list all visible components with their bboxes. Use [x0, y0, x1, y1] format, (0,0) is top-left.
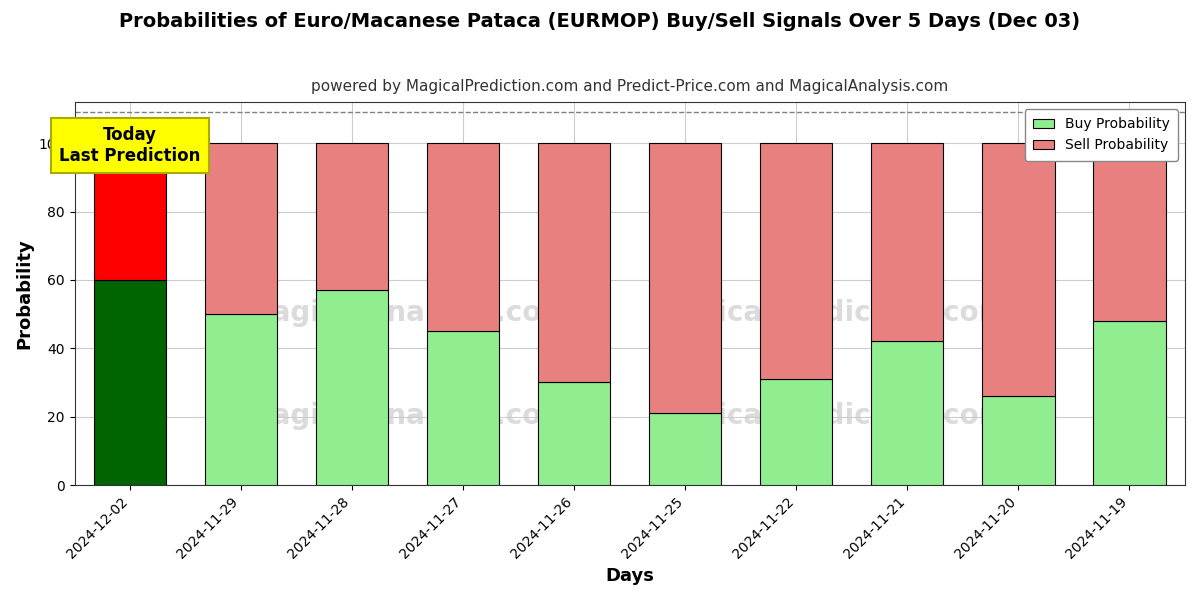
- Title: powered by MagicalPrediction.com and Predict-Price.com and MagicalAnalysis.com: powered by MagicalPrediction.com and Pre…: [311, 79, 948, 94]
- Bar: [1093, 143, 1165, 321]
- Bar: [761, 379, 833, 485]
- Bar: [94, 143, 167, 280]
- Text: Today
Last Prediction: Today Last Prediction: [60, 126, 200, 165]
- Text: MagicalAnalysis.com: MagicalAnalysis.com: [245, 402, 571, 430]
- Bar: [205, 143, 277, 314]
- Bar: [983, 396, 1055, 485]
- Legend: Buy Probability, Sell Probability: Buy Probability, Sell Probability: [1025, 109, 1178, 161]
- Bar: [539, 143, 611, 382]
- Bar: [871, 143, 943, 341]
- Bar: [316, 143, 389, 290]
- Bar: [1093, 321, 1165, 485]
- Text: MagicalAnalysis.com: MagicalAnalysis.com: [245, 299, 571, 327]
- Bar: [94, 280, 167, 485]
- Text: MagicalPrediction.com: MagicalPrediction.com: [652, 299, 1008, 327]
- Bar: [427, 331, 499, 485]
- Text: Probabilities of Euro/Macanese Pataca (EURMOP) Buy/Sell Signals Over 5 Days (Dec: Probabilities of Euro/Macanese Pataca (E…: [120, 12, 1080, 31]
- Y-axis label: Probability: Probability: [16, 238, 34, 349]
- Bar: [316, 290, 389, 485]
- Bar: [761, 143, 833, 379]
- Bar: [649, 143, 721, 413]
- X-axis label: Days: Days: [605, 567, 654, 585]
- Bar: [871, 341, 943, 485]
- Bar: [649, 413, 721, 485]
- Bar: [427, 143, 499, 331]
- Text: MagicalPrediction.com: MagicalPrediction.com: [652, 402, 1008, 430]
- Bar: [983, 143, 1055, 396]
- Bar: [205, 314, 277, 485]
- Bar: [539, 382, 611, 485]
